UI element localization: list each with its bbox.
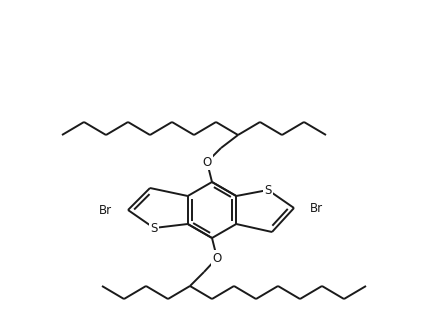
Text: Br: Br [310,201,323,215]
Text: Br: Br [99,203,112,216]
Text: O: O [212,252,222,264]
Text: Br: Br [310,201,323,215]
Text: S: S [264,183,272,196]
Text: O: O [202,155,212,169]
Text: S: S [151,221,158,235]
Text: O: O [202,155,212,169]
Text: S: S [151,221,158,235]
Text: Br: Br [99,203,112,216]
Text: O: O [212,252,222,264]
Text: S: S [264,183,272,196]
